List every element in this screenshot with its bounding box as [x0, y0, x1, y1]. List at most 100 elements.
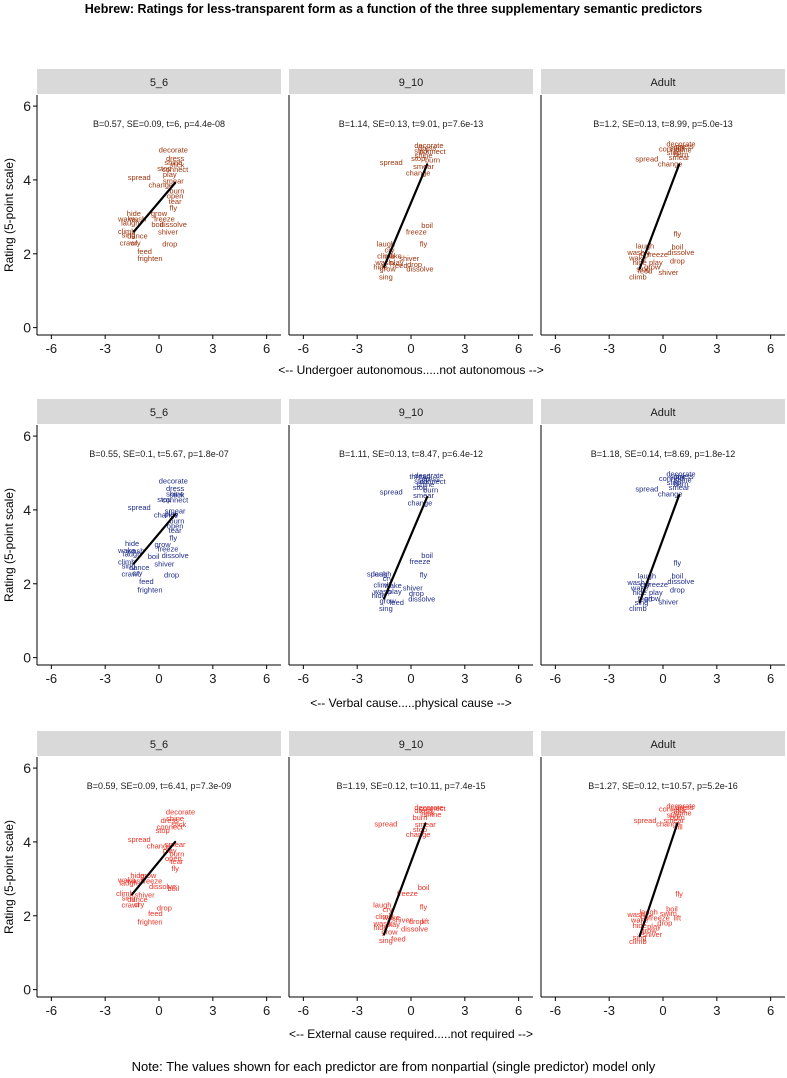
- facet-strip: [289, 69, 533, 94]
- data-point-label: burn: [169, 186, 184, 195]
- data-point-label: dance: [127, 895, 147, 904]
- data-point-label: climb: [629, 937, 647, 946]
- data-point-label: spread: [634, 816, 657, 825]
- data-point-label: feed: [139, 577, 154, 586]
- x-tick-label: 3: [209, 671, 216, 686]
- data-point-label: play: [647, 922, 661, 931]
- y-tick-label: 4: [23, 834, 31, 850]
- panel-Adult: Adult -6 -3 0 3 6 B=1.2, SE=0.13, t=8.99, p=5.…: [540, 69, 785, 356]
- data-point-label: dissolve: [406, 265, 433, 274]
- data-point-label: dissolve: [160, 220, 187, 229]
- data-point-label: shine: [424, 810, 442, 819]
- data-point-label: cry: [131, 239, 141, 248]
- panel-Adult: Adult -6 -3 0 3 6 B=1.27, SE=0.12, t=10.57, p=…: [540, 731, 785, 1018]
- data-point-label: swim: [660, 909, 677, 918]
- data-point-label: wake: [383, 581, 402, 590]
- x-tick-label: -3: [603, 341, 615, 356]
- data-point-label: boil: [168, 884, 180, 893]
- y-axis-title: Rating (5-point scale): [2, 488, 16, 602]
- regression-line: [130, 840, 177, 896]
- data-point-label: hide: [130, 871, 144, 880]
- x-tick-label: -6: [298, 341, 310, 356]
- data-point-label: boil: [151, 220, 163, 229]
- data-point-label: smear: [165, 507, 186, 516]
- data-point-label: shine: [674, 476, 692, 485]
- data-point-label: wake: [117, 215, 136, 224]
- data-point-label: sing: [122, 893, 136, 902]
- y-tick-label: 2: [23, 908, 31, 924]
- x-tick-label: -3: [603, 1003, 615, 1018]
- data-point-label: decorate: [159, 146, 188, 155]
- data-point-label: play: [163, 846, 177, 855]
- data-point-label: feed: [638, 595, 653, 604]
- data-point-label: connect: [659, 805, 686, 814]
- data-point-label: play: [649, 258, 663, 267]
- data-point-label: hide: [633, 921, 647, 930]
- facet-strip-label: 5_6: [150, 739, 168, 751]
- data-point-label: shine: [166, 814, 184, 823]
- data-point-label: stop: [157, 164, 171, 173]
- data-point-label: dress: [166, 154, 185, 163]
- data-point-label: burn: [670, 813, 685, 822]
- data-point-label: connect: [162, 496, 189, 505]
- data-point-label: stop: [157, 495, 171, 504]
- data-point-label: frighten: [138, 917, 163, 926]
- data-point-label: shiver: [658, 268, 679, 277]
- data-point-label: grow: [380, 596, 397, 605]
- y-tick-label: 4: [23, 502, 31, 518]
- regression-line: [638, 822, 679, 938]
- data-point-label: crawl: [122, 569, 140, 578]
- data-point-label: decorate: [666, 470, 695, 479]
- data-point-label: feed: [148, 909, 163, 918]
- y-axis-title: Rating (5-point scale): [2, 820, 16, 934]
- data-point-label: cry: [132, 569, 142, 578]
- facet-strip-label: Adult: [650, 739, 675, 751]
- y-tick-label: 2: [23, 246, 31, 262]
- data-point-label: cry: [384, 245, 394, 254]
- facet-strip: [541, 731, 785, 756]
- x-tick-label: 3: [461, 671, 468, 686]
- data-point-label: change: [658, 159, 683, 168]
- data-point-label: freeze: [154, 215, 175, 224]
- panel-9_10: 9_10 -6 -3 0 3 6 B=1.11, SE=0.13, t=8.47, p=6.…: [288, 399, 533, 686]
- data-point-label: fill: [676, 822, 683, 831]
- data-point-label: stop: [667, 811, 681, 820]
- data-point-label: dissolve: [401, 925, 428, 934]
- data-point-label: fly: [420, 903, 428, 912]
- data-point-label: change: [406, 169, 431, 178]
- data-point-label: shiver: [154, 559, 175, 568]
- data-point-label: change: [148, 180, 173, 189]
- data-point-label: freeze: [406, 228, 427, 237]
- data-point-label: connect: [162, 165, 189, 174]
- facet-strip: [289, 731, 533, 756]
- data-point-label: connect: [659, 145, 686, 154]
- data-point-label: smear: [669, 483, 690, 492]
- x-tick-label: 0: [659, 671, 666, 686]
- data-point-label: feed: [393, 261, 408, 270]
- data-point-label: spread: [380, 158, 403, 167]
- data-point-label: climb: [116, 889, 134, 898]
- data-point-label: play: [390, 258, 404, 267]
- data-point-label: play: [388, 587, 402, 596]
- data-point-label: grow: [380, 265, 397, 274]
- data-point-label: tear: [169, 197, 182, 206]
- data-point-label: stick: [171, 820, 186, 829]
- data-point-label: decorate: [414, 141, 443, 150]
- data-point-label: dissolve: [667, 577, 694, 586]
- data-point-label: drop: [657, 918, 672, 927]
- data-point-label: spread: [380, 487, 403, 496]
- data-point-label: open: [165, 854, 182, 863]
- data-point-label: fly: [420, 571, 428, 580]
- facet-strip: [37, 731, 281, 756]
- x-tick-label: 6: [767, 341, 774, 356]
- data-point-label: feed: [389, 598, 404, 607]
- x-tick-label: 3: [713, 671, 720, 686]
- data-point-label: speak: [367, 569, 387, 578]
- x-tick-label: 3: [209, 1003, 216, 1018]
- y-tick-label: 0: [23, 320, 31, 336]
- data-point-label: shine: [166, 489, 184, 498]
- data-point-label: change: [658, 489, 683, 498]
- x-tick-label: 0: [407, 341, 414, 356]
- data-point-label: grow: [644, 263, 661, 272]
- data-point-label: stop: [667, 478, 681, 487]
